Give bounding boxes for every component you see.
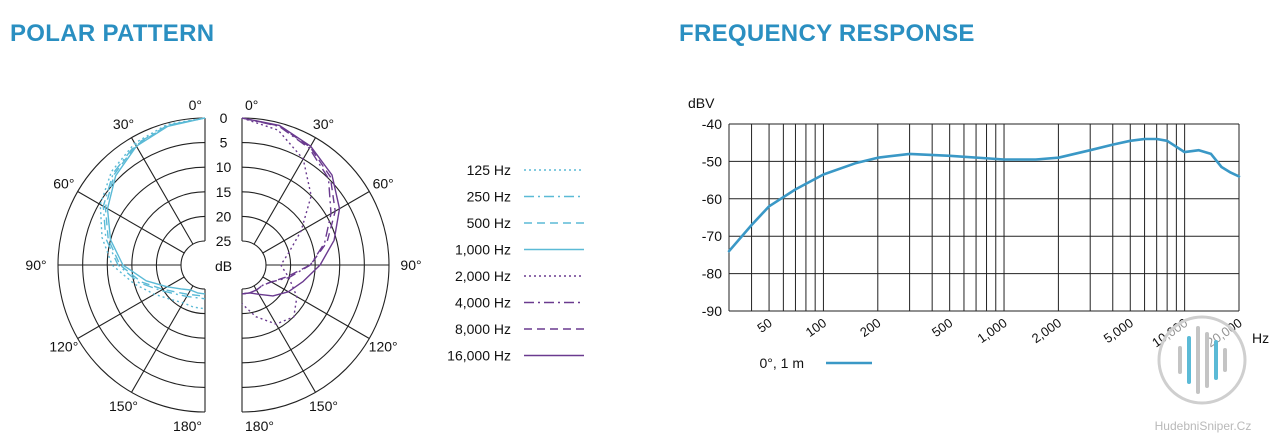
polar-angle-label: 120°: [49, 339, 78, 355]
watermark-bar: [1223, 348, 1227, 372]
polar-series-1000hz: [106, 117, 206, 295]
polar-angle-label: 150°: [109, 398, 138, 414]
freq-y-tick: -50: [702, 153, 722, 169]
polar-half-left: 0° 30° 60° 90° 120° 150° 180°: [25, 97, 206, 434]
polar-pattern-title: POLAR PATTERN: [10, 20, 215, 47]
legend-label: 2,000 Hz: [455, 268, 511, 284]
freq-x-tick: 50: [754, 315, 774, 336]
polar-legend: 125 Hz 250 Hz 500 Hz 1,000 Hz 2,000 Hz 4,000 …: [447, 162, 584, 364]
freq-y-unit: dBV: [688, 95, 715, 111]
polar-db-tick: 25: [216, 233, 232, 249]
legend-label: 16,000 Hz: [447, 348, 511, 364]
freq-y-tick: -60: [702, 191, 722, 207]
freq-x-tick: 100: [803, 315, 829, 340]
polar-spoke: [253, 137, 316, 245]
freq-x-tick: 1,000: [974, 315, 1009, 346]
polar-db-unit: dB: [215, 258, 232, 274]
polar-pattern-chart: 0° 30° 60° 90° 120° 150° 180° 0° 30° 60° 90° 120° 15…: [25, 97, 421, 434]
watermark-bar: [1196, 326, 1200, 394]
watermark-circle: [1157, 315, 1247, 405]
polar-spoke: [262, 276, 370, 339]
polar-angle-label: 180°: [173, 418, 202, 434]
freq-legend-label: 0°, 1 m: [759, 355, 804, 371]
polar-db-tick: 10: [216, 159, 232, 175]
legend-label: 4,000 Hz: [455, 295, 511, 311]
polar-angle-label: 120°: [369, 339, 398, 355]
legend-label: 1,000 Hz: [455, 242, 511, 258]
freq-x-tick: 500: [929, 315, 955, 340]
polar-spoke: [131, 137, 194, 245]
frequency-response-title: FREQUENCY RESPONSE: [679, 20, 975, 47]
polar-angle-label: 30°: [113, 116, 134, 132]
watermark-text: HudebniSniper.Cz: [1155, 419, 1252, 433]
polar-series-2000hz: [241, 117, 312, 325]
polar-angle-label: 60°: [373, 176, 394, 192]
polar-angle-label: 0°: [189, 97, 202, 113]
freq-y-tick: -90: [702, 303, 722, 319]
watermark-bar: [1178, 346, 1182, 374]
polar-angle-label: 60°: [53, 176, 74, 192]
polar-series-250hz: [102, 117, 206, 300]
polar-db-tick: 15: [216, 184, 232, 200]
legend-label: 125 Hz: [467, 162, 511, 178]
watermark-bar: [1187, 336, 1191, 384]
polar-db-tick: 20: [216, 208, 232, 224]
polar-angle-label: 180°: [245, 418, 274, 434]
polar-angle-label: 30°: [313, 116, 334, 132]
freq-x-tick: 200: [857, 315, 883, 340]
freq-x-tick: 2,000: [1029, 315, 1064, 346]
freq-x-tick: 5,000: [1101, 315, 1136, 346]
polar-db-tick: 5: [220, 135, 228, 151]
polar-angle-label: 0°: [245, 97, 258, 113]
polar-series-125hz: [99, 117, 206, 310]
legend-label: 500 Hz: [467, 215, 511, 231]
freq-y-tick: -40: [702, 116, 722, 132]
legend-label: 250 Hz: [467, 189, 511, 205]
polar-angle-label: 90°: [25, 257, 46, 273]
polar-ring: [241, 240, 267, 290]
polar-db-tick: 0: [220, 110, 228, 126]
watermark-logo: HudebniSniper.Cz: [1155, 315, 1252, 433]
polar-angle-label: 150°: [309, 398, 338, 414]
freq-y-tick: -80: [702, 266, 722, 282]
watermark-bar: [1205, 332, 1209, 388]
polar-angle-label: 90°: [400, 257, 421, 273]
polar-spoke: [131, 285, 194, 393]
watermark-bar: [1214, 340, 1218, 380]
legend-label: 8,000 Hz: [455, 321, 511, 337]
freq-response-curve: [727, 137, 1241, 253]
polar-series-8000hz: [241, 117, 336, 295]
polar-spoke: [253, 285, 316, 393]
freq-y-tick: -70: [702, 228, 722, 244]
polar-spoke: [77, 191, 185, 254]
freq-x-unit: Hz: [1252, 330, 1269, 346]
polar-half-right: 0° 30° 60° 90° 120° 150° 180°: [241, 97, 422, 434]
polar-spoke: [262, 191, 370, 254]
polar-ring: [180, 240, 206, 290]
polar-series-16000hz: [241, 117, 341, 297]
